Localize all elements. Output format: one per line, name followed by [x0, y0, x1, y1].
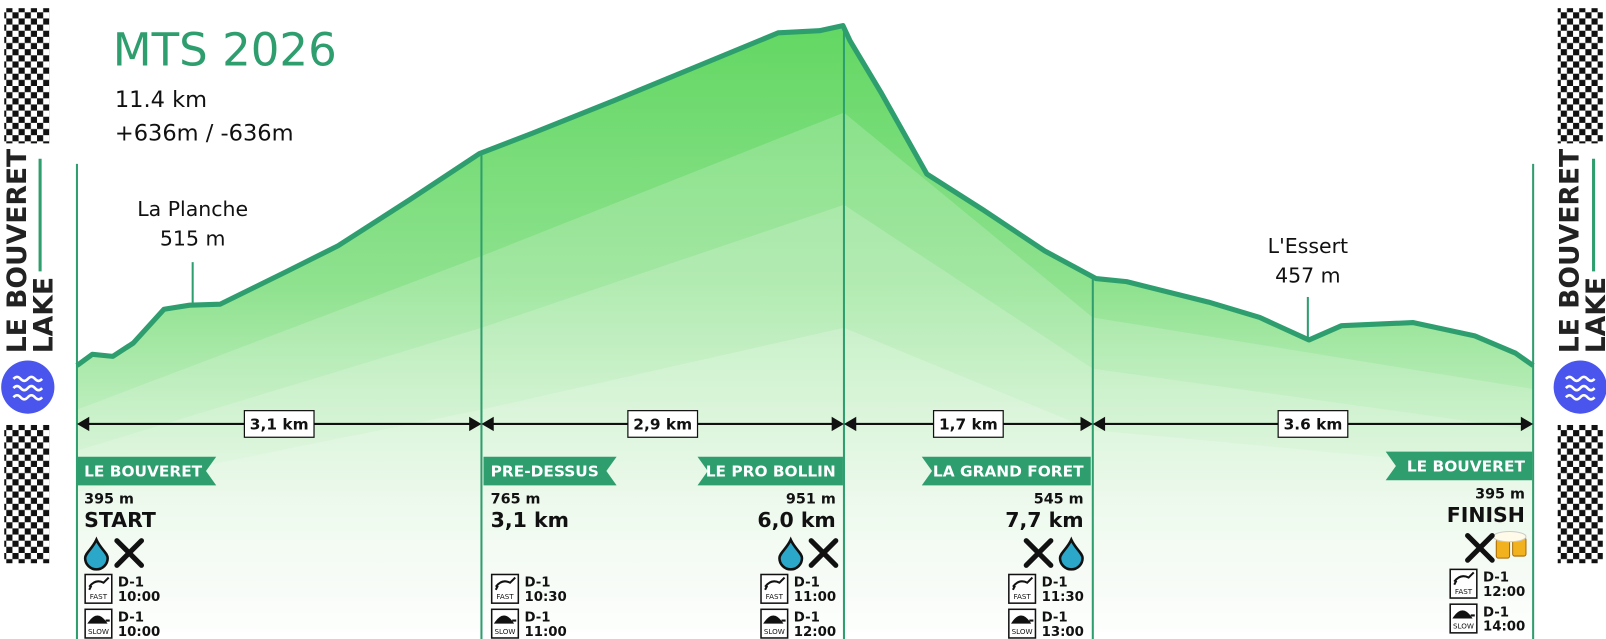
checkpoint-banner	[76, 456, 217, 486]
slow-day: D-1	[524, 610, 550, 625]
slow-time: 13:00	[1042, 625, 1084, 639]
beer-icon	[1495, 539, 1511, 559]
food-icon	[808, 538, 839, 568]
water-icon	[83, 536, 109, 571]
slow-day: D-1	[118, 610, 144, 625]
slow-time: 11:00	[524, 625, 566, 639]
food-icon	[1023, 538, 1054, 568]
slow-animal	[763, 615, 786, 624]
slow-animal	[87, 615, 110, 624]
segment-box	[627, 410, 699, 438]
title: MTS 2026	[113, 23, 337, 76]
fast-time: 10:30	[524, 590, 566, 605]
segment-length: 3,1 km	[250, 415, 309, 433]
slow-animal	[1011, 615, 1034, 624]
checkpoint-banner	[483, 456, 617, 486]
slow-label: SLOW	[495, 627, 516, 636]
profile-area	[75, 23, 1535, 639]
checkpoint-name: LE BOUVERET	[84, 463, 203, 481]
side-label: LAKE	[29, 277, 60, 353]
fast-time: 11:00	[794, 590, 836, 605]
fast-label: FAST	[90, 592, 108, 601]
checkpoint-name: PRE-DESSUS	[491, 463, 599, 481]
fast-animal	[494, 576, 516, 591]
peak-elevation: 457 m	[1275, 263, 1341, 287]
fast-label: FAST	[1014, 592, 1032, 601]
side-label: LAKE	[1581, 277, 1606, 353]
segment-length: 2,9 km	[633, 415, 692, 433]
slow-day: D-1	[794, 610, 820, 625]
food-icon	[114, 538, 145, 568]
side-panel: LE BOUVERET LAKE	[1553, 8, 1606, 564]
segment-box	[1277, 410, 1349, 438]
side-label: LE BOUVERET	[1555, 148, 1586, 353]
checkpoint-name: LA GRAND FORET	[933, 463, 1084, 481]
fast-animal	[88, 576, 110, 591]
slow-time: 14:00	[1483, 620, 1525, 635]
slow-label: SLOW	[764, 627, 785, 636]
elevation-gain: +636m / -636m	[115, 121, 294, 147]
checkpoint-elevation: 765 m	[491, 492, 541, 508]
slow-animal	[493, 615, 517, 624]
peak-name: L'Essert	[1268, 234, 1348, 258]
segment-length: 3.6 km	[1284, 415, 1343, 433]
checkpoint-name: LE PRO BOLLIN	[706, 463, 836, 481]
checkpoint-elevation: 951 m	[786, 492, 836, 508]
slow-time: 10:00	[118, 625, 160, 639]
slow-label: SLOW	[1453, 622, 1474, 631]
distance: 11.4 km	[115, 87, 207, 113]
slow-animal	[1452, 610, 1475, 619]
checkpoint-elevation: 545 m	[1034, 492, 1084, 508]
checkpoint-label: 3,1 km	[491, 508, 569, 532]
fast-label: FAST	[766, 592, 784, 601]
checkpoint-label: 7,7 km	[1005, 508, 1083, 532]
checkpoint-label: 6,0 km	[757, 508, 835, 532]
slow-day: D-1	[1483, 605, 1509, 620]
slow-time: 12:00	[794, 625, 836, 639]
fast-animal	[1453, 571, 1475, 586]
fast-day: D-1	[1042, 576, 1068, 591]
water-icon	[778, 536, 804, 571]
fast-day: D-1	[524, 576, 550, 591]
slow-label: SLOW	[1012, 627, 1033, 636]
food-icon	[1465, 533, 1495, 563]
side-panel: LE BOUVERET LAKE	[1, 8, 60, 564]
segment-length: 1,7 km	[939, 415, 998, 433]
beer-foam	[1492, 530, 1527, 543]
checkpoint-banner	[697, 456, 843, 486]
checkpoint-label: START	[84, 508, 156, 532]
fast-animal	[764, 576, 786, 591]
checkpoint-banner	[921, 456, 1091, 486]
fast-time: 11:30	[1042, 590, 1084, 605]
checkpoint-elevation: 395 m	[84, 492, 134, 508]
fast-day: D-1	[794, 576, 820, 591]
fast-label: FAST	[496, 592, 514, 601]
segment-box	[932, 410, 1004, 438]
segment-box	[243, 410, 315, 438]
slow-day: D-1	[1042, 610, 1068, 625]
fast-time: 10:00	[118, 590, 160, 605]
water-icon	[1058, 536, 1084, 571]
fast-time: 12:00	[1483, 585, 1525, 600]
peak-name: La Planche	[137, 197, 248, 221]
checkpoint-name: LE BOUVERET	[1407, 457, 1526, 475]
checkpoint-banner	[1385, 451, 1533, 481]
fast-day: D-1	[1483, 571, 1509, 586]
checkpoint-label: FINISH	[1447, 503, 1525, 527]
dividers	[75, 27, 1535, 639]
fast-label: FAST	[1455, 587, 1473, 596]
fast-animal	[1012, 576, 1034, 591]
slow-label: SLOW	[88, 627, 109, 636]
fast-day: D-1	[118, 576, 144, 591]
peak-elevation: 515 m	[160, 227, 226, 251]
checkpoint-elevation: 395 m	[1475, 487, 1525, 503]
side-label: LE BOUVERET	[2, 148, 33, 353]
